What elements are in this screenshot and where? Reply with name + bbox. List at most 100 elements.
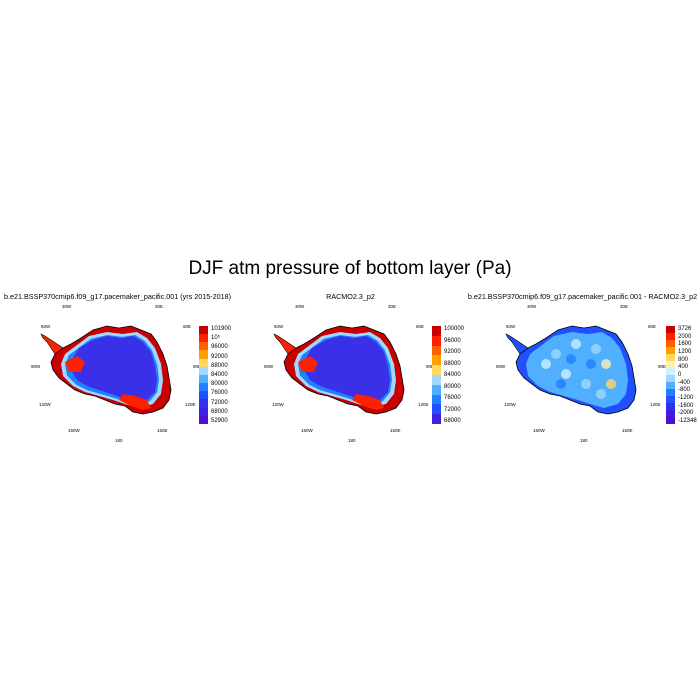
- colorbar-segment: [666, 333, 675, 340]
- antarctic-peninsula: [40, 333, 64, 355]
- colorbar-tick-label: -400: [678, 379, 691, 386]
- longitude-label: 60E: [183, 324, 192, 329]
- longitude-label: 90W: [264, 364, 274, 369]
- colorbar-tick-label: 84000: [444, 372, 461, 378]
- longitude-label: 180: [580, 438, 588, 443]
- plateau-region: [71, 336, 157, 402]
- colorbar-segment: [432, 365, 441, 375]
- longitude-label: 120W: [39, 402, 51, 407]
- panel-title: b.e21.BSSP370cmip6.f09_g17.pacemaker_pac…: [467, 292, 698, 301]
- antarctic-peninsula: [505, 333, 529, 355]
- colorbar-segment: [666, 340, 675, 347]
- ross-ice-shelf: [352, 394, 384, 410]
- ross-ice-shelf: [119, 394, 151, 410]
- colorbar-tick-label: 10⁵: [211, 335, 221, 342]
- difference-patch: [566, 354, 576, 364]
- colorbar-tick-label: 88000: [444, 360, 461, 367]
- colorbar-segment: [666, 368, 675, 375]
- colorbar-tick-label: -12348: [678, 418, 697, 424]
- colorbar-segment: [199, 399, 208, 408]
- colorbar-tick-label: 88000: [211, 362, 228, 369]
- difference-patch: [556, 379, 566, 389]
- longitude-label: 120W: [504, 402, 516, 407]
- colorbar: [199, 326, 208, 424]
- longitude-label: 120W: [272, 402, 284, 407]
- colorbar-segment: [666, 396, 675, 403]
- longitude-label: 30W: [295, 304, 305, 309]
- colorbar-segment: [666, 410, 675, 417]
- longitude-label: 90W: [496, 364, 506, 369]
- longitude-label: 180: [115, 438, 123, 443]
- colorbar-tick-label: 76000: [211, 390, 228, 397]
- colorbar-tick-label: 101900: [211, 326, 232, 332]
- longitude-label: 150E: [390, 428, 401, 433]
- difference-patch: [601, 359, 611, 369]
- colorbar-tick-label: -800: [678, 387, 691, 394]
- ronne-ice-shelf: [65, 356, 85, 372]
- difference-patch: [581, 379, 591, 389]
- longitude-label: 90W: [31, 364, 41, 369]
- colorbar-segment: [199, 350, 208, 359]
- difference-interior: [526, 332, 628, 408]
- colorbar-tick-label: 100000: [444, 326, 465, 332]
- longitude-label: 60E: [648, 324, 657, 329]
- longitude-label: 150W: [68, 428, 80, 433]
- colorbar-segment: [199, 383, 208, 392]
- difference-patch: [561, 369, 571, 379]
- longitude-label: 90E: [193, 364, 202, 369]
- colorbar-segment: [199, 374, 208, 384]
- colorbar-segment: [432, 374, 441, 385]
- colorbar-tick-label: 68000: [211, 408, 228, 415]
- colorbar-segment: [432, 345, 441, 356]
- antarctica-map: [273, 325, 405, 415]
- plateau-region: [304, 336, 390, 402]
- colorbar-tick-label: 72000: [211, 399, 228, 406]
- panel-title: b.e21.BSSP370cmip6.f09_g17.pacemaker_pac…: [4, 292, 231, 301]
- colorbar-segment: [666, 326, 675, 333]
- colorbar-segment: [199, 326, 208, 335]
- difference-patch: [541, 359, 551, 369]
- panel-racmo: RACMO2.3_p2 30W 30E 60W 60E 90W 90E 120W 120E 150…: [234, 292, 467, 443]
- longitude-label: 150W: [301, 428, 313, 433]
- longitude-label: 150W: [533, 428, 545, 433]
- colorbar-segment: [666, 403, 675, 410]
- colorbar-tick-label: 80000: [211, 381, 228, 388]
- antarctic-peninsula: [273, 333, 297, 355]
- colorbar-segment: [432, 404, 441, 415]
- colorbar-tick-label: 400: [678, 364, 689, 371]
- colorbar-segment: [199, 358, 208, 367]
- longitude-label: 60W: [506, 324, 516, 329]
- longitude-label: 150E: [157, 428, 168, 433]
- panel-title: RACMO2.3_p2: [326, 292, 375, 301]
- colorbar-segment: [666, 389, 675, 396]
- colorbar-segment: [199, 342, 208, 351]
- colorbar-segment: [666, 417, 675, 424]
- colorbar: [432, 326, 441, 424]
- colorbar-segment: [432, 355, 441, 366]
- difference-patch: [571, 339, 581, 349]
- colorbar-segment: [666, 375, 675, 382]
- longitude-label: 120E: [650, 402, 661, 407]
- colorbar-segment: [199, 366, 208, 375]
- colorbar-segment: [199, 415, 208, 424]
- colorbar-segment: [432, 384, 441, 395]
- colorbar-tick-label: 1600: [678, 341, 692, 348]
- difference-patch: [551, 349, 561, 359]
- longitude-label: 60W: [41, 324, 51, 329]
- colorbar-tick-label: 96000: [444, 337, 461, 344]
- colorbar-tick-label: 72000: [444, 406, 461, 413]
- panel-difference: b.e21.BSSP370cmip6.f09_g17.pacemaker_pac…: [466, 292, 699, 443]
- antarctica-map: [505, 325, 637, 415]
- colorbar-tick-label: 2000: [678, 333, 692, 340]
- colorbar-segment: [432, 335, 441, 346]
- figure-title: DJF atm pressure of bottom layer (Pa): [188, 258, 512, 279]
- longitude-label: 90E: [658, 364, 667, 369]
- colorbar-tick-label: 68000: [444, 418, 461, 424]
- longitude-label: 30E: [155, 304, 164, 309]
- longitude-label: 30W: [62, 304, 72, 309]
- colorbar-segment: [432, 326, 441, 336]
- colorbar-tick-label: 92000: [211, 353, 228, 360]
- colorbar: [666, 326, 675, 424]
- colorbar-segment: [432, 394, 441, 405]
- colorbar-segment: [666, 361, 675, 368]
